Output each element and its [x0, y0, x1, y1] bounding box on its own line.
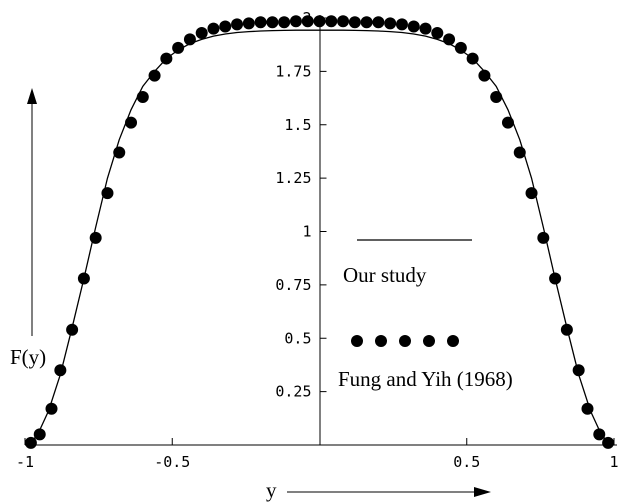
- data-point: [125, 116, 138, 129]
- legend-dot: [447, 335, 459, 347]
- data-point: [148, 69, 161, 82]
- y-tick-label: 1.5: [284, 116, 311, 134]
- y-tick-label: 1.75: [275, 62, 311, 80]
- data-point: [313, 15, 326, 28]
- data-point: [478, 69, 491, 82]
- y-tick-label: 1: [302, 223, 311, 241]
- data-point: [231, 18, 244, 31]
- data-point: [372, 16, 385, 29]
- data-point: [113, 146, 126, 159]
- data-point: [443, 33, 456, 46]
- legend: Our study Fung and Yih (1968): [338, 239, 513, 391]
- y-tick-label: 0.25: [275, 383, 311, 401]
- data-point: [89, 231, 102, 244]
- data-point: [219, 20, 232, 33]
- y-axis-arrow-head: [27, 88, 37, 104]
- data-point: [593, 428, 606, 441]
- data-point: [560, 323, 573, 336]
- legend-dots-swatch: [351, 335, 459, 347]
- data-point: [136, 90, 149, 103]
- data-point: [183, 33, 196, 46]
- data-point: [431, 26, 444, 39]
- legend-label-our-study: Our study: [343, 263, 427, 287]
- data-point: [278, 16, 291, 29]
- data-point: [537, 231, 550, 244]
- x-axis-arrow-head: [474, 487, 491, 497]
- y-axis-label: F(y): [10, 345, 46, 369]
- data-point: [266, 16, 279, 29]
- data-point: [66, 323, 79, 336]
- data-point: [549, 272, 562, 285]
- data-point: [207, 22, 220, 35]
- data-point: [160, 52, 173, 65]
- data-point: [301, 15, 314, 28]
- data-point: [466, 52, 479, 65]
- legend-label-fung-yih: Fung and Yih (1968): [338, 367, 513, 391]
- data-point: [172, 41, 185, 54]
- data-point: [242, 17, 255, 30]
- data-point: [384, 17, 397, 30]
- y-tick-label: 0.75: [275, 276, 311, 294]
- legend-dot: [351, 335, 363, 347]
- legend-dot: [399, 335, 411, 347]
- series-line-our-study: [24, 29, 615, 446]
- data-point: [525, 187, 538, 200]
- legend-dot: [375, 335, 387, 347]
- data-point: [454, 41, 467, 54]
- data-point: [289, 15, 302, 28]
- data-point: [254, 16, 267, 29]
- data-point: [407, 20, 420, 33]
- data-point: [54, 364, 67, 377]
- x-ticks: -1 -0.5 0.5 1: [16, 438, 619, 471]
- data-point: [45, 402, 58, 415]
- data-point: [24, 436, 37, 449]
- data-point: [572, 364, 585, 377]
- data-point: [195, 26, 208, 39]
- y-tick-label: 1.25: [275, 169, 311, 187]
- data-point: [325, 15, 338, 28]
- data-point: [77, 272, 90, 285]
- data-point: [513, 146, 526, 159]
- data-point: [419, 22, 432, 35]
- x-tick-label: 1: [609, 453, 618, 471]
- data-point: [395, 18, 408, 31]
- data-point: [602, 436, 615, 449]
- series-dots-fung-yih: [24, 15, 615, 449]
- data-point: [33, 428, 46, 441]
- legend-dot: [423, 335, 435, 347]
- y-tick-label: 0.5: [284, 329, 311, 347]
- data-point: [348, 16, 361, 29]
- data-point: [581, 402, 594, 415]
- x-axis-label: y: [266, 478, 277, 502]
- x-tick-label: -1: [16, 453, 34, 471]
- data-point: [490, 90, 503, 103]
- data-point: [337, 15, 350, 28]
- data-point: [501, 116, 514, 129]
- x-tick-label: -0.5: [154, 453, 190, 471]
- x-tick-label: 0.5: [453, 453, 480, 471]
- data-point: [360, 16, 373, 29]
- data-point: [101, 187, 114, 200]
